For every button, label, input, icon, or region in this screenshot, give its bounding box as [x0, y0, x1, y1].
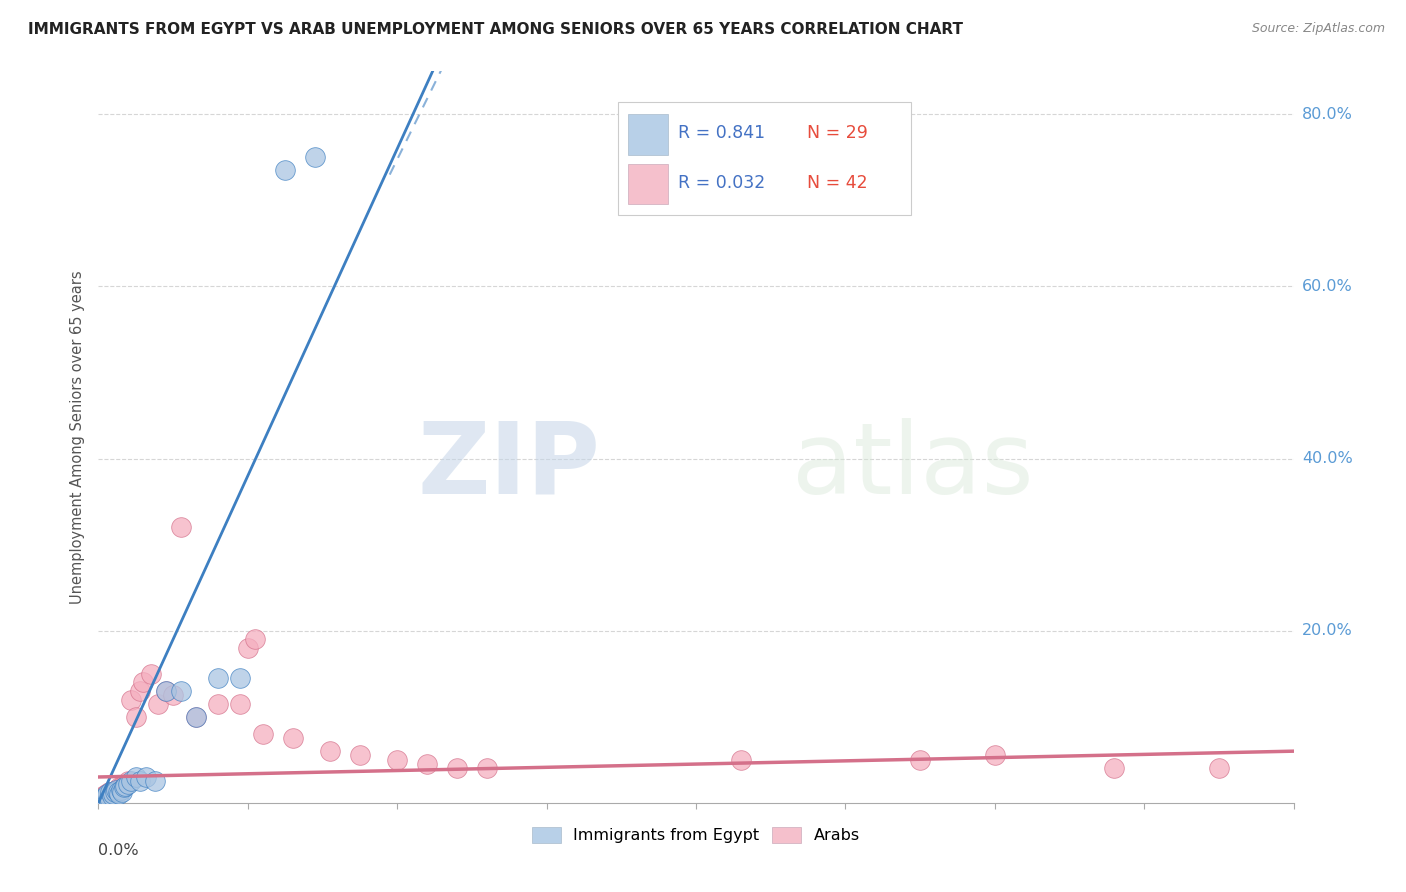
Point	[117, 777, 139, 791]
Point	[89, 791, 111, 805]
Point	[103, 785, 125, 799]
Point	[169, 520, 191, 534]
Point	[349, 748, 371, 763]
Point	[207, 671, 229, 685]
Point	[162, 688, 184, 702]
Point	[91, 789, 114, 803]
Point	[105, 783, 128, 797]
Point	[730, 753, 752, 767]
Point	[304, 150, 326, 164]
Point	[93, 791, 115, 805]
Point	[94, 789, 117, 803]
Point	[148, 697, 170, 711]
Point	[475, 761, 498, 775]
FancyBboxPatch shape	[619, 102, 911, 216]
Point	[111, 785, 134, 799]
Text: N = 42: N = 42	[807, 174, 868, 192]
Point	[908, 753, 931, 767]
Point	[155, 684, 177, 698]
Point	[101, 789, 124, 803]
Y-axis label: Unemployment Among Seniors over 65 years: Unemployment Among Seniors over 65 years	[70, 270, 86, 604]
Point	[111, 779, 134, 793]
Point	[184, 710, 207, 724]
Point	[96, 787, 118, 801]
Point	[984, 748, 1007, 763]
Text: 40.0%: 40.0%	[1302, 451, 1353, 467]
Point	[125, 710, 148, 724]
Point	[229, 697, 252, 711]
Point	[107, 785, 129, 799]
Point	[104, 785, 127, 799]
Point	[245, 632, 267, 647]
Point	[101, 787, 124, 801]
Point	[385, 753, 409, 767]
Point	[129, 684, 152, 698]
Text: ZIP: ZIP	[418, 417, 600, 515]
Text: 80.0%: 80.0%	[1302, 107, 1353, 122]
Point	[97, 791, 120, 805]
Point	[98, 785, 122, 799]
Point	[139, 666, 162, 681]
FancyBboxPatch shape	[628, 163, 668, 204]
Point	[143, 774, 166, 789]
Point	[117, 774, 139, 789]
Text: R = 0.032: R = 0.032	[678, 174, 765, 192]
Text: N = 29: N = 29	[807, 124, 868, 142]
Point	[207, 697, 229, 711]
Point	[114, 777, 136, 791]
Point	[120, 692, 142, 706]
Point	[446, 761, 468, 775]
Point	[1104, 761, 1126, 775]
Point	[252, 727, 274, 741]
Text: 20.0%: 20.0%	[1302, 624, 1353, 638]
Legend: Immigrants from Egypt, Arabs: Immigrants from Egypt, Arabs	[526, 821, 866, 850]
Point	[155, 684, 177, 698]
Point	[319, 744, 342, 758]
Point	[236, 640, 259, 655]
Point	[108, 780, 131, 795]
FancyBboxPatch shape	[628, 114, 668, 154]
Point	[108, 787, 131, 801]
Text: 0.0%: 0.0%	[98, 843, 139, 858]
Point	[91, 791, 114, 805]
Point	[129, 774, 152, 789]
Point	[114, 779, 136, 793]
Point	[105, 783, 128, 797]
Text: atlas: atlas	[792, 417, 1033, 515]
Text: 60.0%: 60.0%	[1302, 279, 1353, 294]
Point	[90, 791, 112, 805]
Point	[98, 789, 122, 803]
Text: IMMIGRANTS FROM EGYPT VS ARAB UNEMPLOYMENT AMONG SENIORS OVER 65 YEARS CORRELATI: IMMIGRANTS FROM EGYPT VS ARAB UNEMPLOYME…	[28, 22, 963, 37]
Point	[169, 684, 191, 698]
Point	[112, 780, 135, 795]
Text: R = 0.841: R = 0.841	[678, 124, 765, 142]
Point	[125, 770, 148, 784]
Point	[416, 757, 439, 772]
Point	[103, 787, 125, 801]
Point	[281, 731, 304, 746]
Point	[135, 770, 157, 784]
Point	[229, 671, 252, 685]
Point	[93, 791, 115, 805]
Text: Source: ZipAtlas.com: Source: ZipAtlas.com	[1251, 22, 1385, 36]
Point	[97, 785, 120, 799]
Point	[132, 675, 155, 690]
Point	[274, 163, 297, 178]
Point	[110, 783, 132, 797]
Point	[96, 789, 118, 803]
Point	[120, 774, 142, 789]
Point	[94, 787, 117, 801]
Point	[1208, 761, 1230, 775]
Point	[184, 710, 207, 724]
